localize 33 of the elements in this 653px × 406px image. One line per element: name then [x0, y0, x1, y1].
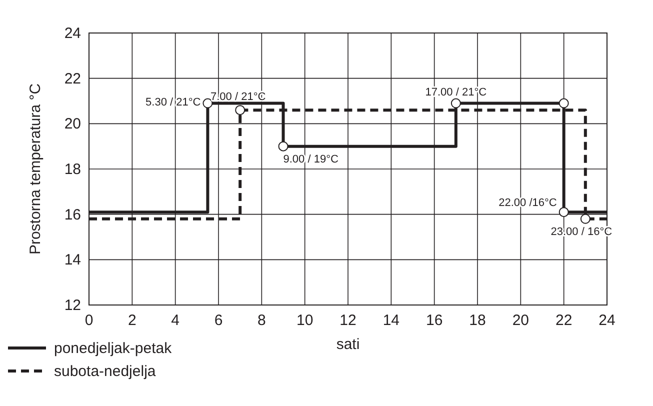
x-tick-label: 8	[257, 312, 266, 329]
point	[558, 207, 569, 218]
legend-label: subota-nedjelja	[54, 363, 156, 380]
x-tick-label: 12	[340, 312, 356, 329]
x-tick-label: 14	[382, 312, 400, 329]
x-tick-label: 20	[512, 312, 530, 329]
annotation: 9.00 / 19°C	[283, 153, 338, 166]
y-tick-label: 18	[64, 161, 81, 178]
x-tick-label: 22	[555, 312, 572, 329]
point	[278, 141, 288, 152]
point	[235, 105, 246, 116]
x-tick-label: 2	[128, 312, 136, 329]
point	[450, 98, 461, 108]
point	[580, 214, 590, 224]
annotation: 5.30 / 21°C	[146, 96, 201, 108]
y-tick-label: 14	[64, 252, 81, 269]
y-tick-label: 24	[64, 25, 81, 42]
x-tick-label: 4	[171, 312, 180, 329]
y-tick-label: 22	[64, 70, 81, 88]
x-tick-label: 18	[469, 312, 486, 329]
x-tick-label: 24	[598, 312, 616, 329]
x-axis-title: sati	[336, 336, 360, 353]
y-tick-label: 16	[64, 206, 81, 224]
x-tick-label: 16	[426, 312, 443, 329]
x-tick-label: 6	[214, 312, 223, 329]
y-tick-label: 20	[64, 116, 81, 133]
y-tick-label: 12	[64, 297, 81, 314]
point	[558, 98, 569, 108]
legend-label: ponedjeljak-petak	[54, 340, 172, 357]
point	[202, 98, 213, 108]
y-axis-title: Prostorna temperatura °C	[27, 83, 44, 255]
x-tick-label: 0	[84, 312, 94, 329]
x-tick-label: 10	[296, 312, 314, 329]
